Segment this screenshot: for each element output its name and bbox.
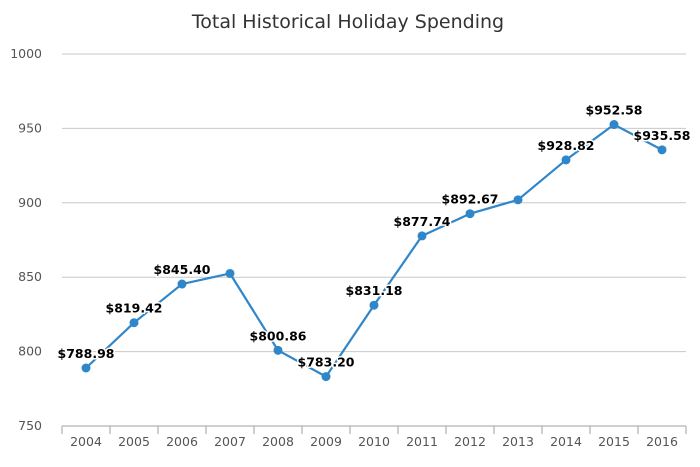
- data-point: [129, 318, 139, 328]
- x-tick-label: 2010: [358, 434, 390, 449]
- y-tick-label: 900: [18, 195, 42, 210]
- data-label: $831.18: [346, 283, 403, 298]
- x-tick-label: 2014: [550, 434, 582, 449]
- data-point: [657, 145, 667, 155]
- data-label: $788.98: [58, 346, 115, 361]
- data-label: $928.82: [538, 138, 595, 153]
- data-label: $800.86: [250, 328, 307, 343]
- y-tick-label: 1000: [10, 46, 42, 61]
- y-tick-label: 850: [18, 269, 42, 284]
- data-point: [561, 155, 571, 165]
- data-point: [273, 345, 283, 355]
- data-point: [609, 120, 619, 130]
- x-tick-label: 2006: [166, 434, 198, 449]
- data-point: [177, 279, 187, 289]
- data-label: $935.58: [634, 128, 691, 143]
- data-label: $819.42: [106, 301, 163, 316]
- data-point: [465, 209, 475, 219]
- x-axis: 2004 2005 2006 2007 2008 2009 2010 2011 2012 2013…: [61, 425, 687, 449]
- x-tick-label: 2015: [598, 434, 630, 449]
- data-label: $877.74: [394, 214, 451, 229]
- x-tick-label: 2011: [406, 434, 438, 449]
- y-tick-label: 750: [18, 418, 42, 433]
- series-line: [85, 123, 663, 378]
- data-point: [225, 268, 235, 278]
- x-tick-label: 2009: [310, 434, 342, 449]
- data-point: [417, 231, 427, 241]
- x-tick-label: 2016: [646, 434, 678, 449]
- data-point: [321, 372, 331, 382]
- x-tick-label: 2005: [118, 434, 150, 449]
- data-point: [81, 363, 91, 373]
- x-tick-label: 2007: [214, 434, 246, 449]
- data-point: [513, 195, 523, 205]
- y-tick-label: 950: [18, 120, 42, 135]
- data-label: $845.40: [154, 262, 211, 277]
- data-labels: $788.98 $819.42 $845.40 $800.86 $783.20 $831.…: [56, 101, 692, 371]
- x-tick-label: 2012: [454, 434, 486, 449]
- gridlines: [62, 53, 686, 353]
- y-axis-ticks: 750 800 850 900 950 1000: [10, 46, 42, 433]
- x-tick-label: 2004: [70, 434, 102, 449]
- x-tick-label: 2013: [502, 434, 534, 449]
- data-label: $783.20: [298, 355, 355, 370]
- series-group: [81, 120, 667, 382]
- x-tick-label: 2008: [262, 434, 294, 449]
- data-label: $892.67: [442, 192, 499, 207]
- data-point: [369, 300, 379, 310]
- y-tick-label: 800: [18, 344, 42, 359]
- chart-title: Total Historical Holiday Spending: [191, 11, 504, 33]
- data-label: $952.58: [586, 103, 643, 118]
